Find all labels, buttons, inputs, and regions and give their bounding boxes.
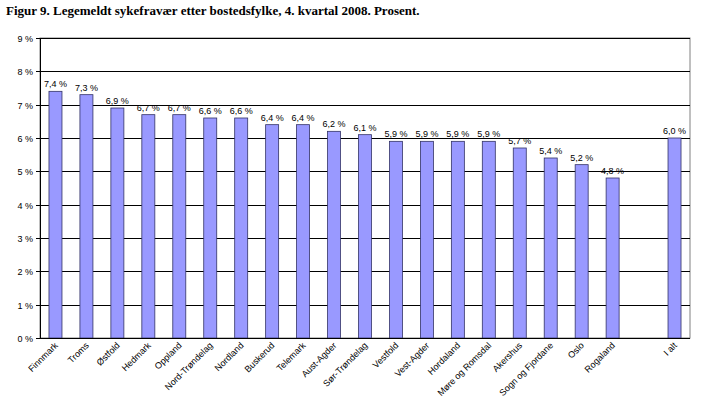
y-axis: 0 % 1 % 2 % 3 % 4 % 5 % 6 % 7 % 8 % 9 %	[17, 34, 690, 344]
tick-mark	[36, 238, 40, 239]
category-label: Finnmark	[26, 340, 60, 374]
tick-label: 9 %	[17, 34, 33, 44]
bar	[389, 141, 402, 338]
data-label: 5,2 %	[570, 153, 593, 163]
data-label: 6,4 %	[261, 113, 284, 123]
tick-label: 5 %	[17, 167, 33, 177]
data-label: 5,9 %	[384, 129, 407, 139]
tick-label: 4 %	[17, 201, 33, 211]
category-label: Rogaland	[583, 340, 617, 374]
tick-mark	[36, 271, 40, 272]
tick-label: 2 %	[17, 267, 33, 277]
bar	[328, 131, 341, 338]
data-label: 6,9 %	[106, 96, 129, 106]
category-label: Sogn og Fjordane	[497, 340, 555, 398]
data-label: 7,4 %	[44, 79, 67, 89]
data-label: 5,9 %	[477, 129, 500, 139]
plot-area	[40, 38, 690, 338]
tick-mark	[36, 138, 40, 139]
bar	[235, 118, 248, 338]
data-label: 6,6 %	[199, 106, 222, 116]
tick-label: 7 %	[17, 101, 33, 111]
data-label: 6,7 %	[168, 103, 191, 113]
category-label: Nordland	[213, 340, 246, 373]
bar	[173, 115, 186, 338]
bar	[266, 125, 279, 338]
title: Figur 9. Legemeldt sykefravær etter bost…	[6, 3, 420, 18]
bar	[297, 125, 310, 338]
data-label: 6,7 %	[137, 103, 160, 113]
bar	[482, 141, 495, 338]
category-label: Østfold	[95, 340, 122, 367]
data-label: 6,4 %	[292, 113, 315, 123]
grid-line	[40, 338, 690, 339]
bars	[49, 91, 681, 338]
bar	[142, 115, 155, 338]
data-label: 5,9 %	[415, 129, 438, 139]
data-label: 5,7 %	[508, 136, 531, 146]
category-label: I alt	[662, 340, 680, 358]
data-label: 6,1 %	[353, 123, 376, 133]
tick-label: 1 %	[17, 301, 33, 311]
bar	[668, 138, 681, 338]
tick-label: 6 %	[17, 134, 33, 144]
bar	[204, 118, 217, 338]
tick-mark	[36, 305, 40, 306]
category-label: Nord-Trøndelag	[163, 340, 215, 392]
bar	[513, 148, 526, 338]
tick-mark	[36, 105, 40, 106]
tick-label: 8 %	[17, 67, 33, 77]
tick-mark	[36, 71, 40, 72]
category-label: Vestfold	[371, 340, 401, 370]
axis-line	[40, 38, 41, 338]
bar	[420, 141, 433, 338]
data-label: 5,9 %	[446, 129, 469, 139]
data-labels: 7,4 % 7,3 % 6,9 % 6,7 % 6,7 % 6,6 % 6,6 % 6,4 %…	[44, 79, 686, 176]
bar	[359, 135, 372, 338]
bar	[111, 108, 124, 338]
data-label: 6,6 %	[230, 106, 253, 116]
tick-mark	[36, 171, 40, 172]
tick-mark	[36, 38, 40, 39]
category-label: Oppland	[153, 340, 184, 371]
category-label: Vest-Agder	[393, 340, 432, 379]
data-label: 6,2 %	[323, 119, 346, 129]
bar	[80, 95, 93, 338]
bar	[49, 91, 62, 338]
data-label: 4,8 %	[601, 166, 624, 176]
data-label: 6,0 %	[663, 126, 686, 136]
category-label: Oslo	[566, 340, 586, 360]
grid-line	[40, 38, 690, 39]
category-label: Møre og Romsdal	[436, 340, 494, 398]
data-label: 5,4 %	[539, 146, 562, 156]
axis-line	[40, 338, 690, 339]
bar	[451, 141, 464, 338]
bar	[575, 165, 588, 338]
category-label: Buskerud	[243, 340, 277, 374]
tick-label: 0 %	[17, 334, 33, 344]
tick-mark	[36, 205, 40, 206]
tick-label: 3 %	[17, 234, 33, 244]
category-label: Troms	[66, 340, 91, 365]
x-axis: FinnmarkTromsØstfoldHedmarkOpplandNord-T…	[26, 340, 679, 398]
data-label: 7,3 %	[75, 83, 98, 93]
tick-mark	[36, 338, 40, 339]
grid-line	[40, 71, 690, 72]
category-label: Hedmark	[120, 340, 153, 373]
bar	[544, 158, 557, 338]
bar	[606, 178, 619, 338]
chart: Figur 9. Legemeldt sykefravær etter bost…	[0, 0, 728, 414]
category-label: Sør-Trøndelag	[321, 340, 369, 388]
